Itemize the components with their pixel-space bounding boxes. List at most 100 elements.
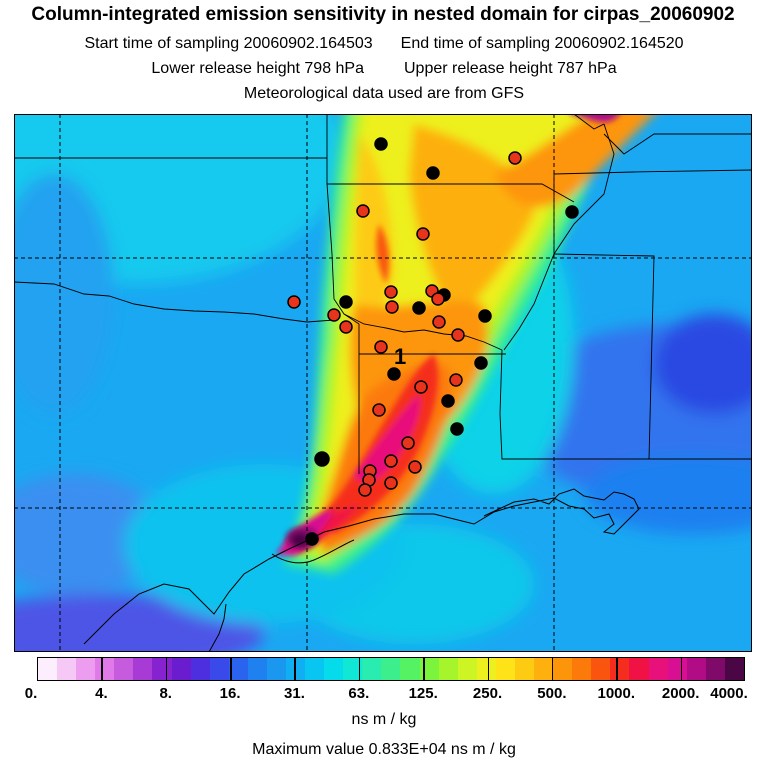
receptor-point [565, 205, 579, 219]
release-marker: 1 [394, 344, 406, 369]
colorbar-tick [101, 658, 103, 680]
colorbar-tick-label: 31. [284, 685, 305, 702]
colorbar-segment [152, 658, 172, 680]
colorbar [37, 657, 745, 681]
receptor-point [339, 320, 353, 334]
colorbar-tick-label: 4000. [710, 685, 748, 702]
colorbar-segment [514, 658, 535, 680]
receptor-point [305, 532, 319, 546]
receptor-point [450, 422, 464, 436]
colorbar-tick-label: 500. [537, 685, 567, 702]
colorbar-segment [324, 658, 344, 680]
coastline [83, 488, 640, 652]
colorbar-segment [133, 658, 153, 680]
colorbar-tick-label: 4. [95, 685, 108, 702]
colorbar-tick [165, 658, 168, 680]
receptor-point [408, 460, 422, 474]
colorbar-segment [381, 658, 401, 680]
colorbar-segment [266, 658, 287, 680]
colorbar-segment [629, 658, 649, 680]
receptor-point [374, 340, 388, 354]
colorbar-segment [343, 658, 363, 680]
political-boundaries [14, 114, 752, 474]
colorbar-segment [724, 658, 744, 680]
receptor-point [358, 483, 372, 497]
release-heights: Lower release height 798 hPa Upper releas… [0, 60, 768, 78]
plot-title: Column-integrated emission sensitivity i… [31, 4, 735, 25]
receptor-point [432, 315, 446, 329]
receptor-point [374, 137, 388, 151]
receptor-point [441, 394, 455, 408]
sensitivity-map: 1 [14, 114, 752, 652]
colorbar-tick [616, 658, 618, 680]
receptor-point [384, 454, 398, 468]
receptor-point [387, 367, 401, 381]
colorbar-segment [591, 658, 611, 680]
colorbar-tick [487, 658, 490, 680]
colorbar-tick-label: 16. [219, 685, 241, 702]
colorbar-tick-label: 2000. [661, 685, 700, 702]
receptor-point [416, 227, 430, 241]
colorbar-segment [648, 658, 668, 680]
colorbar-tick-label: 250. [472, 685, 503, 702]
colorbar-tick-label: 125. [408, 685, 438, 702]
colorbar-segment [114, 658, 134, 680]
units-label: ns m / kg [351, 711, 417, 728]
receptor-point [431, 292, 445, 306]
colorbar-tick [230, 658, 232, 680]
colorbar-tick [358, 658, 361, 680]
maximum-value-label: Maximum value 0.833E+04 ns m / kg [252, 741, 516, 758]
colorbar-segment [457, 658, 477, 680]
receptor-point [327, 308, 341, 322]
colorbar-segment [572, 658, 592, 680]
colorbar-segment [667, 658, 687, 680]
receptor-point [449, 373, 463, 387]
colorbar-segment [553, 658, 573, 680]
colorbar-segment [76, 658, 96, 680]
colorbar-segment [228, 658, 248, 680]
concentration-field [14, 114, 752, 652]
colorbar-segment [400, 658, 420, 680]
receptor-point [451, 328, 465, 342]
receptor-point [426, 166, 440, 180]
colorbar-segment [362, 658, 382, 680]
colorbar-segment [305, 658, 325, 680]
map-frame [14, 114, 752, 652]
start-time-label: Start time of sampling 20060902.164503 [84, 35, 373, 52]
colorbar-tick [551, 658, 554, 680]
colorbar-tick-label: 8. [159, 685, 172, 702]
colorbar-tick [423, 658, 425, 680]
end-time-label: End time of sampling 20060902.164520 [400, 35, 684, 52]
colorbar-segment [247, 658, 267, 680]
colorbar-segment [209, 658, 229, 680]
colorbar-tick-label: 1000. [597, 685, 636, 702]
receptor-point [474, 356, 488, 370]
colorbar-tick-label: 0. [24, 685, 38, 702]
receptor-points [287, 137, 579, 546]
receptor-point [372, 403, 386, 417]
receptor-point [401, 436, 415, 450]
colorbar-segment [438, 658, 458, 680]
met-data-label: Meteorological data used are from GFS [243, 85, 525, 102]
receptor-point [508, 151, 522, 165]
colorbar-segment [610, 658, 630, 680]
colorbar-segment [171, 658, 191, 680]
lower-release-label: Lower release height 798 hPa [151, 60, 364, 77]
receptor-point [384, 476, 398, 490]
receptor-point [384, 285, 398, 299]
colorbar-segment [38, 658, 58, 680]
sampling-times: Start time of sampling 20060902.164503 En… [0, 35, 768, 53]
colorbar-segment [705, 658, 725, 680]
receptor-point [287, 295, 301, 309]
colorbar-tick [680, 658, 683, 680]
colorbar-tick-label: 63. [348, 685, 370, 702]
colorbar-segment [534, 658, 554, 680]
receptor-point [356, 204, 370, 218]
colorbar-segment [190, 658, 210, 680]
colorbar-segment [95, 658, 115, 680]
receptor-point [478, 309, 492, 323]
colorbar-segment [476, 658, 496, 680]
receptor-point [339, 295, 353, 309]
colorbar-tick [294, 658, 296, 680]
receptor-point [314, 451, 330, 467]
